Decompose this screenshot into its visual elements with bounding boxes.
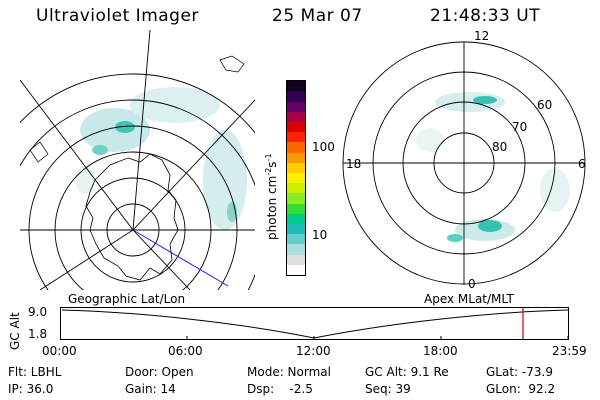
colorbar-segment bbox=[287, 121, 305, 133]
seq-info: Seq: 39 bbox=[365, 382, 411, 396]
glat-info: GLat: -73.9 bbox=[486, 365, 553, 379]
mlat-70-label: 70 bbox=[512, 120, 528, 134]
colorbar-segment bbox=[287, 162, 305, 173]
filter-info: Flt: LBHL bbox=[8, 365, 62, 379]
colorbar-segment bbox=[287, 111, 305, 122]
altitude-plot bbox=[60, 307, 569, 340]
colorbar bbox=[286, 80, 306, 276]
alt-xtick-4: 23:59 bbox=[552, 344, 587, 358]
colorbar-segment bbox=[287, 142, 305, 153]
mlat-60-label: 60 bbox=[537, 98, 553, 112]
alt-ytick-top: 9.0 bbox=[28, 305, 48, 319]
alt-ytick-bottom: 1.8 bbox=[28, 327, 48, 341]
colorbar-tick-10: 10 bbox=[312, 228, 328, 242]
alt-xtick-1: 06:00 bbox=[168, 344, 203, 358]
alt-xtick-3: 18:00 bbox=[423, 344, 458, 358]
door-info: Door: Open bbox=[125, 365, 194, 379]
alt-xtick-0: 00:00 bbox=[42, 344, 77, 358]
colorbar-segment bbox=[287, 234, 305, 245]
antarctica-coastline bbox=[85, 153, 179, 281]
colorbar-segment bbox=[287, 264, 305, 275]
instrument-title: Ultraviolet Imager bbox=[36, 6, 199, 26]
colorbar-segment bbox=[287, 152, 305, 163]
apex-map bbox=[342, 41, 586, 285]
time-label: 21:48:33 UT bbox=[430, 6, 541, 26]
date-label: 25 Mar 07 bbox=[272, 6, 363, 26]
colorbar-tick-100: 100 bbox=[312, 140, 335, 154]
geographic-map bbox=[20, 30, 255, 290]
direction-line bbox=[132, 229, 229, 287]
mlt-18-label: 18 bbox=[346, 157, 362, 171]
mlt-12-label: 12 bbox=[474, 29, 490, 43]
gain-info: Gain: 14 bbox=[125, 382, 176, 396]
colorbar-segment bbox=[287, 244, 305, 255]
colorbar-segment bbox=[287, 213, 305, 224]
colorbar-segment bbox=[287, 203, 305, 214]
colorbar-segment bbox=[287, 81, 305, 92]
mode-info: Mode: Normal bbox=[247, 365, 331, 379]
colorbar-segment bbox=[287, 254, 305, 265]
colorbar-segment bbox=[287, 172, 305, 184]
colorbar-segment bbox=[287, 91, 305, 102]
apex-map-label: Apex MLat/MLT bbox=[424, 292, 514, 306]
gc-alt-info: GC Alt: 9.1 Re bbox=[365, 365, 449, 379]
alt-xtick-2: 12:00 bbox=[296, 344, 331, 358]
glon-info: GLon: 92.2 bbox=[486, 382, 556, 396]
ip-info: IP: 36.0 bbox=[8, 382, 54, 396]
colorbar-segment bbox=[287, 101, 305, 112]
mlt-6-label: 6 bbox=[578, 157, 586, 171]
mlat-80-label: 80 bbox=[492, 140, 508, 154]
colorbar-segment bbox=[287, 193, 305, 204]
alt-ylabel: GC Alt bbox=[8, 312, 22, 350]
geo-aurora bbox=[75, 87, 247, 230]
mlt-0-label: 0 bbox=[468, 277, 476, 291]
colorbar-segment bbox=[287, 223, 305, 235]
colorbar-segment bbox=[287, 183, 305, 194]
colorbar-segment bbox=[287, 132, 305, 143]
geo-map-label: Geographic Lat/Lon bbox=[68, 292, 186, 306]
apex-aurora bbox=[416, 92, 570, 242]
dsp-info: Dsp: -2.5 bbox=[247, 382, 313, 396]
colorbar-unit-label: photon cm-2s-1 bbox=[264, 153, 279, 240]
